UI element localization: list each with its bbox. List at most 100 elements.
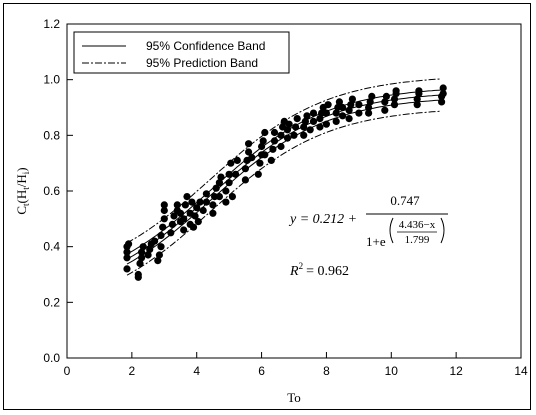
r-squared: R2 = 0.962 xyxy=(289,261,349,279)
data-point xyxy=(283,126,292,134)
data-point xyxy=(316,115,324,123)
data-point xyxy=(191,212,199,220)
data-point xyxy=(355,109,363,117)
data-point xyxy=(215,193,223,201)
data-point xyxy=(225,179,233,187)
data-point xyxy=(256,159,264,167)
data-point xyxy=(390,101,399,109)
data-point xyxy=(241,165,249,173)
data-point xyxy=(365,109,373,117)
data-point xyxy=(365,103,373,112)
data-point xyxy=(248,154,256,162)
data-point xyxy=(125,240,133,248)
data-point xyxy=(270,137,279,145)
data-point xyxy=(136,259,144,267)
y-axis-ticks: 0.0 0.2 0.4 0.6 0.8 1.0 1.2 xyxy=(43,17,73,365)
y-tick-label: 0.8 xyxy=(43,128,60,142)
data-point xyxy=(209,201,217,209)
data-point xyxy=(316,123,324,131)
data-point xyxy=(180,215,188,223)
exponent-right-paren xyxy=(440,217,445,244)
data-point xyxy=(241,176,249,184)
data-point xyxy=(188,198,196,206)
data-point xyxy=(189,223,198,231)
data-point xyxy=(309,117,318,125)
data-point xyxy=(347,101,355,109)
data-point xyxy=(270,128,279,137)
data-point xyxy=(306,126,314,134)
data-point xyxy=(123,254,131,262)
data-point xyxy=(277,131,285,139)
data-point xyxy=(309,109,318,117)
data-point xyxy=(283,134,292,142)
x-axis-ticks: 0 2 4 6 8 10 12 14 xyxy=(64,352,528,378)
data-point xyxy=(285,120,293,128)
data-point xyxy=(225,170,233,178)
data-point xyxy=(413,95,421,103)
data-point xyxy=(332,117,340,125)
data-point xyxy=(303,112,311,120)
legend: 95% Confidence Band 95% Prediction Band xyxy=(73,31,290,74)
data-point xyxy=(222,198,230,206)
x-tick-label: 12 xyxy=(449,364,463,378)
y-tick-label: 1.2 xyxy=(43,17,60,31)
data-point xyxy=(176,209,185,217)
data-point xyxy=(254,170,262,178)
exponent-denominator: 1.799 xyxy=(405,234,430,246)
data-point xyxy=(258,142,266,151)
y-tick-label: 1.0 xyxy=(43,73,60,87)
data-point xyxy=(345,106,353,114)
data-point xyxy=(227,159,235,167)
data-point xyxy=(199,206,207,215)
data-point xyxy=(123,265,131,273)
data-point xyxy=(277,142,285,151)
data-point xyxy=(167,229,175,237)
data-point xyxy=(345,115,353,123)
data-point xyxy=(193,204,201,212)
data-point xyxy=(339,103,347,112)
data-point xyxy=(138,254,146,262)
data-point xyxy=(217,173,225,181)
data-point xyxy=(332,109,340,117)
data-point xyxy=(181,201,189,209)
data-point xyxy=(322,109,330,117)
data-point xyxy=(368,92,376,100)
data-point xyxy=(215,179,223,187)
data-point xyxy=(139,243,147,251)
data-point xyxy=(168,220,176,228)
data-point xyxy=(134,270,142,279)
data-point xyxy=(300,123,308,131)
data-point xyxy=(123,248,131,256)
data-point xyxy=(202,198,210,206)
data-point xyxy=(202,190,210,198)
data-point xyxy=(245,140,253,148)
y-tick-label: 0.2 xyxy=(43,295,60,309)
data-point xyxy=(157,243,165,251)
data-point xyxy=(269,145,277,153)
data-point xyxy=(382,92,390,100)
data-point xyxy=(390,95,399,103)
data-point xyxy=(322,120,330,128)
data-point xyxy=(160,215,168,223)
data-point xyxy=(159,223,167,231)
data-point xyxy=(183,193,191,201)
data-point xyxy=(146,245,154,253)
data-point xyxy=(301,117,309,125)
y-tick-label: 0.4 xyxy=(43,240,60,254)
data-point xyxy=(348,95,356,103)
data-point xyxy=(339,112,347,120)
data-point xyxy=(261,151,269,159)
data-point xyxy=(222,187,230,195)
x-tick-label: 10 xyxy=(385,364,399,378)
legend-box xyxy=(73,31,290,74)
x-tick-label: 8 xyxy=(323,364,330,378)
data-point xyxy=(157,231,165,240)
data-point xyxy=(155,251,163,259)
x-tick-label: 6 xyxy=(258,364,265,378)
data-point xyxy=(232,170,240,178)
data-point xyxy=(160,201,168,209)
data-point xyxy=(292,123,300,131)
data-point xyxy=(245,148,253,156)
data-point xyxy=(151,237,159,245)
